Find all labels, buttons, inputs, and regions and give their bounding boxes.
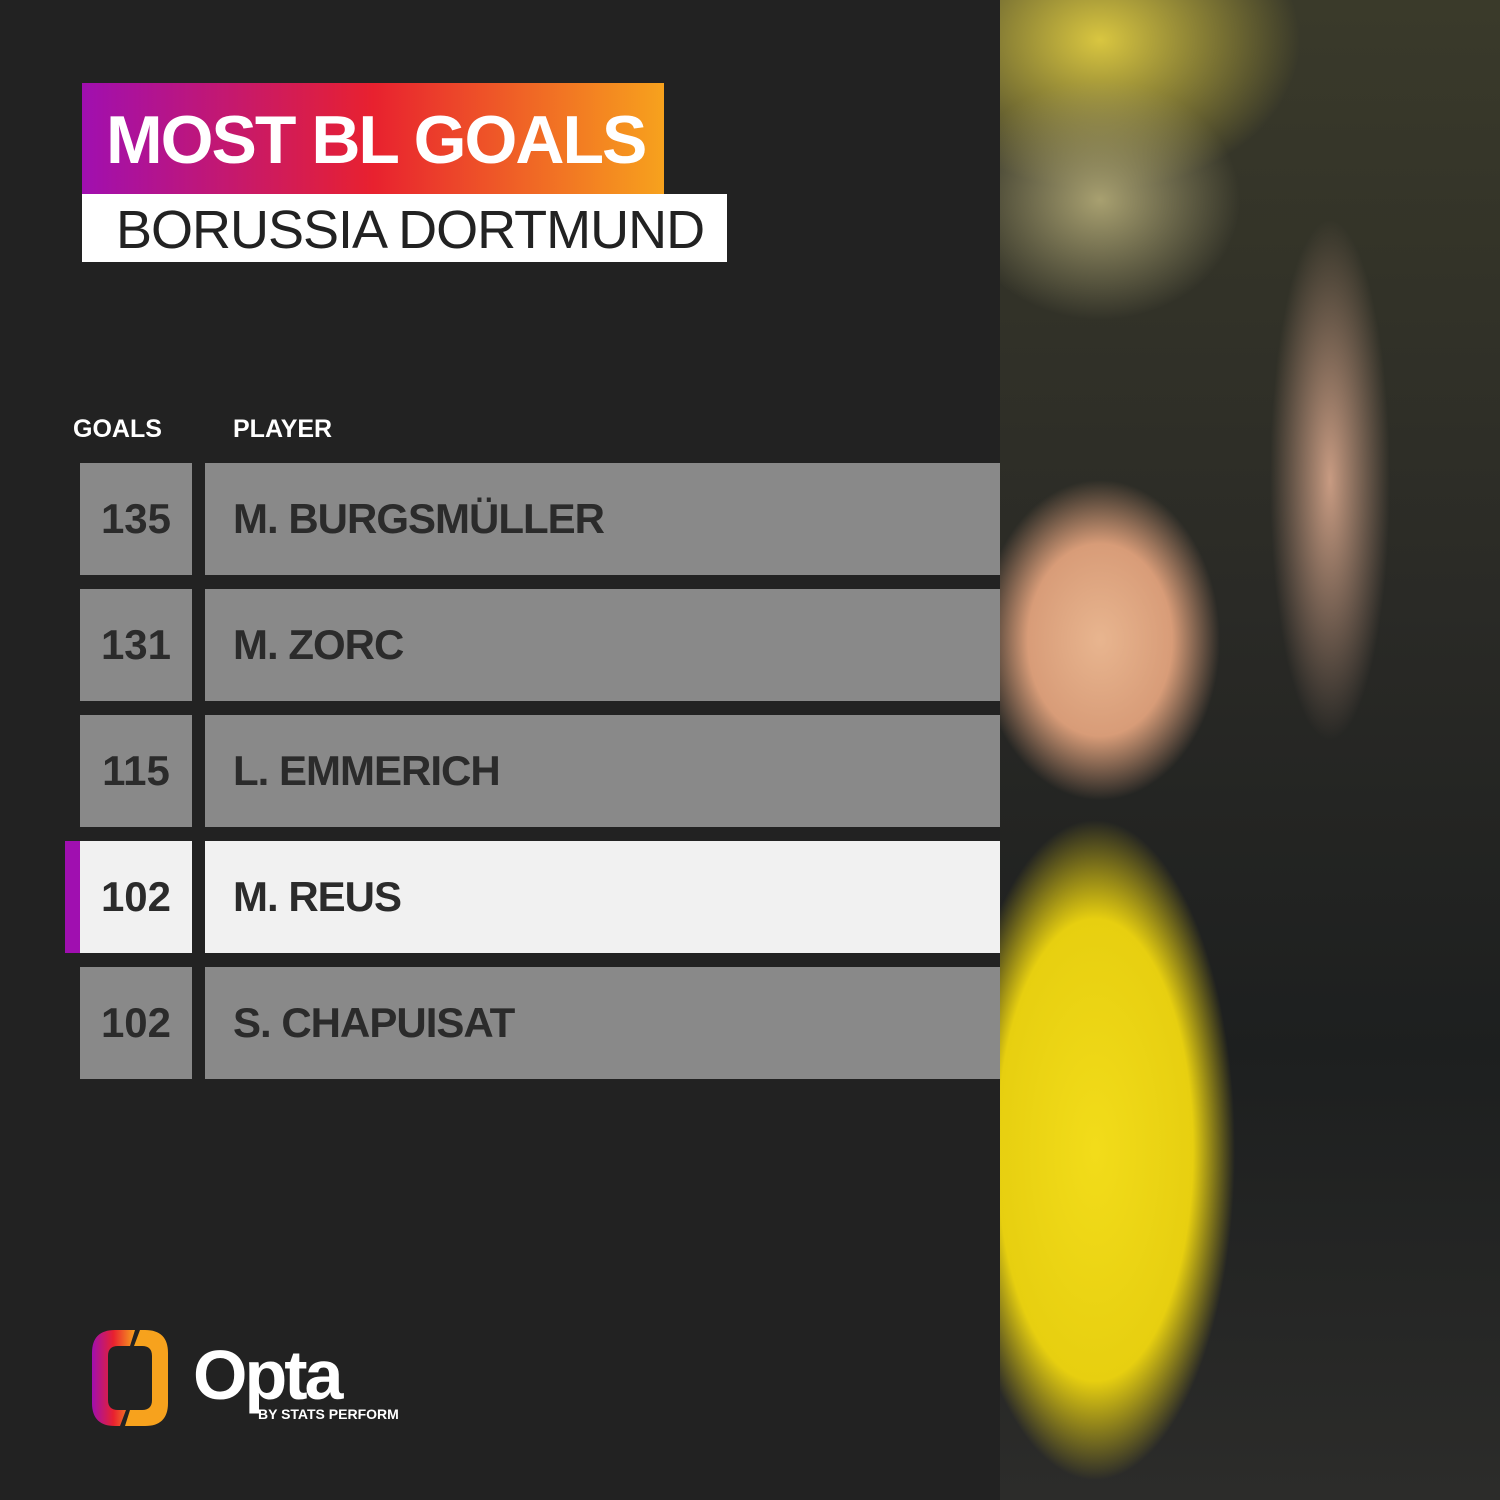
table-row: 115 L. EMMERICH <box>80 715 1000 827</box>
column-header-goals: GOALS <box>73 415 162 443</box>
table-row: 131 M. ZORC <box>80 589 1000 701</box>
title-banner: MOST BL GOALS <box>82 83 664 194</box>
opta-logo-icon <box>92 1330 168 1426</box>
goals-cell: 135 <box>80 463 192 575</box>
highlight-marker <box>65 841 80 953</box>
player-cell: M. REUS <box>205 841 1000 953</box>
brand-name: Opta <box>193 1336 343 1414</box>
goals-cell: 102 <box>80 841 192 953</box>
player-cell: L. EMMERICH <box>205 715 1000 827</box>
table-row: 102 S. CHAPUISAT <box>80 967 1000 1079</box>
column-header-player: PLAYER <box>233 415 333 443</box>
player-photo <box>1000 0 1500 1500</box>
page-title: MOST BL GOALS <box>106 102 647 178</box>
subtitle-banner: BORUSSIA DORTMUND <box>82 194 727 262</box>
player-cell: M. BURGSMÜLLER <box>205 463 1000 575</box>
table-row: 135 M. BURGSMÜLLER <box>80 463 1000 575</box>
goals-cell: 115 <box>80 715 192 827</box>
goals-cell: 102 <box>80 967 192 1079</box>
goals-cell: 131 <box>80 589 192 701</box>
brand-tagline: BY STATS PERFORM <box>258 1406 399 1422</box>
player-cell: S. CHAPUISAT <box>205 967 1000 1079</box>
player-cell: M. ZORC <box>205 589 1000 701</box>
table-row-highlighted: 102 M. REUS <box>65 841 1000 953</box>
team-name: BORUSSIA DORTMUND <box>116 200 705 260</box>
